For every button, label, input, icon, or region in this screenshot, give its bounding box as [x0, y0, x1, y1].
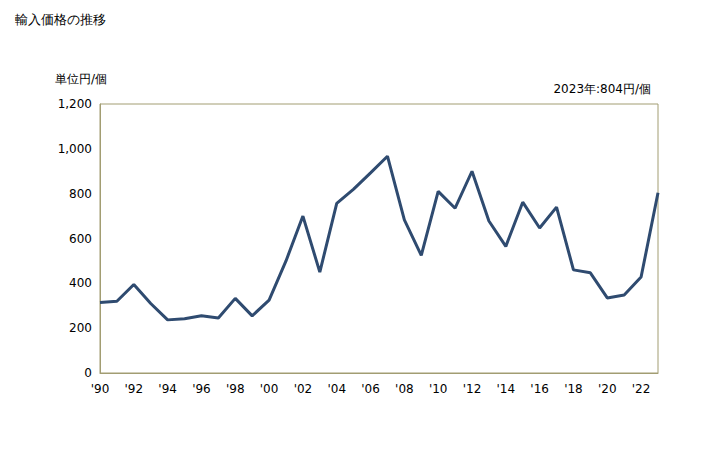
svg-text:'16: '16 [530, 382, 549, 396]
svg-text:0: 0 [84, 366, 92, 380]
svg-text:'94: '94 [158, 382, 177, 396]
svg-text:600: 600 [69, 232, 92, 246]
svg-text:'12: '12 [463, 382, 482, 396]
svg-text:'18: '18 [564, 382, 583, 396]
svg-text:2023年:804円/個: 2023年:804円/個 [553, 82, 651, 96]
svg-text:'04: '04 [327, 382, 346, 396]
svg-text:1,200: 1,200 [58, 97, 92, 111]
svg-text:'14: '14 [497, 382, 516, 396]
svg-text:'90: '90 [91, 382, 110, 396]
svg-text:'06: '06 [361, 382, 380, 396]
svg-text:'22: '22 [632, 382, 651, 396]
svg-text:'92: '92 [125, 382, 144, 396]
svg-text:'98: '98 [226, 382, 245, 396]
svg-text:'00: '00 [260, 382, 279, 396]
svg-text:1,000: 1,000 [58, 142, 92, 156]
svg-text:単位円/個: 単位円/個 [55, 72, 107, 86]
svg-text:400: 400 [69, 276, 92, 290]
svg-text:'10: '10 [429, 382, 448, 396]
svg-text:輸入価格の推移: 輸入価格の推移 [15, 12, 106, 27]
svg-text:'96: '96 [192, 382, 211, 396]
svg-text:'02: '02 [294, 382, 313, 396]
svg-text:'20: '20 [598, 382, 617, 396]
svg-text:200: 200 [69, 321, 92, 335]
svg-text:800: 800 [69, 187, 92, 201]
svg-text:'08: '08 [395, 382, 414, 396]
